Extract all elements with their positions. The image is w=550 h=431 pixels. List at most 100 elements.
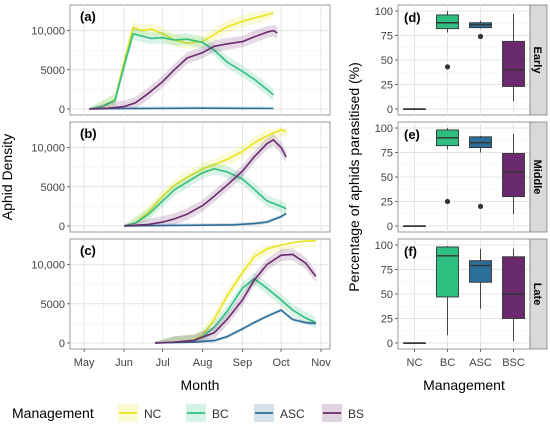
y-tick-label: 5000 [41, 182, 65, 194]
y-tick-label: 5000 [41, 299, 65, 311]
panel-c-grid [70, 239, 330, 349]
panel-d-yticks: 0 25 50 75 100 [375, 6, 398, 116]
y-tick-label: 0 [59, 104, 65, 116]
y-tick-label: 0 [59, 338, 65, 350]
panel-f-xticks: NC BC ASC BSC [407, 349, 525, 369]
right-y-axis-title: Percentage of aphids parasitised (%) [346, 62, 362, 292]
y-tick-label: 25 [381, 197, 393, 209]
left-x-axis-title: Month [181, 377, 220, 393]
x-tick-label: Jul [156, 357, 170, 369]
y-tick-label: 5000 [41, 65, 65, 77]
series-line-bs [124, 139, 287, 227]
x-tick-label: Jun [115, 357, 133, 369]
y-tick-label: 75 [381, 148, 393, 160]
x-tick-label: ASC [469, 357, 492, 369]
panel-d: (d) 0 25 50 75 100 Early [375, 4, 548, 116]
x-tick-label: Nov [311, 357, 331, 369]
panel-f-boxes [403, 245, 525, 344]
series-line-nc [123, 128, 287, 227]
outlier-bc [444, 64, 451, 70]
y-tick-label: 100 [375, 240, 393, 252]
legend: Management NC BC ASC BS [12, 404, 364, 422]
series-line-bc [123, 168, 287, 227]
box-bsc [502, 153, 525, 198]
panel-f-yticks: 0 25 50 75 100 [375, 240, 398, 350]
y-tick-label: 0 [387, 104, 393, 116]
legend-label-bc: BC [212, 407, 229, 421]
panel-f-strip-label: Late [531, 283, 543, 306]
panel-c: (c) 0 5000 10,000 May Jun Jul Aug Sep Oct Nov [31, 238, 331, 369]
y-tick-label: 75 [381, 31, 393, 43]
box-bc [436, 14, 459, 30]
panel-b-series [123, 128, 287, 227]
x-tick-label: BSC [502, 357, 525, 369]
panel-b: (b) 0 5000 10,000 [31, 121, 331, 233]
panel-a: (a) 0 5000 10,000 [31, 4, 331, 116]
series-line-bs [154, 253, 317, 344]
panel-e-yticks: 0 25 50 75 100 [375, 123, 398, 233]
box-bsc [502, 256, 525, 319]
series-ribbon-nc [124, 128, 287, 226]
x-tick-label: Sep [233, 357, 253, 369]
panel-b-frame [69, 121, 331, 233]
series-ribbon-bs [155, 248, 316, 343]
panel-b-label: (b) [80, 126, 97, 141]
x-tick-label: BC [440, 357, 455, 369]
y-tick-label: 100 [375, 123, 393, 135]
panel-b-yticks: 0 5000 10,000 [31, 143, 70, 233]
y-tick-label: 100 [375, 6, 393, 18]
series-line-bs [89, 29, 278, 110]
series-ribbon-bs [89, 24, 278, 110]
panel-d-boxes [403, 11, 525, 110]
panel-f-strip [529, 238, 548, 350]
outlier-bc [444, 198, 451, 205]
panel-d-label: (d) [404, 10, 421, 25]
series-ribbon-bc [155, 272, 316, 343]
legend-label-bs: BS [348, 407, 364, 421]
panel-c-label: (c) [80, 243, 96, 258]
panel-a-series [89, 11, 278, 110]
series-line-asc [89, 107, 274, 110]
y-tick-label: 50 [381, 55, 393, 67]
box-bsc [502, 40, 525, 87]
outlier-asc [477, 203, 484, 209]
series-line-asc [154, 309, 316, 344]
x-tick-label: May [74, 357, 95, 369]
x-tick-label: NC [407, 357, 423, 369]
y-tick-label: 50 [381, 172, 393, 184]
box-bc [436, 246, 459, 298]
panel-c-series [154, 240, 317, 344]
panel-a-label: (a) [80, 9, 96, 24]
y-tick-label: 75 [381, 265, 393, 277]
series-line-asc [124, 212, 287, 227]
panel-f: (f) 0 25 50 75 100 NC BC ASC BSC Late [375, 238, 548, 369]
y-tick-label: 25 [381, 80, 393, 92]
series-line-bc [89, 32, 274, 110]
outlier-asc [477, 33, 484, 40]
legend-items: NC BC ASC BS [118, 404, 364, 422]
series-ribbon-bs [124, 133, 287, 226]
panel-e-boxes [403, 128, 525, 227]
panel-a-frame [69, 4, 331, 116]
right-x-axis-title: Management [423, 377, 505, 393]
y-tick-label: 0 [387, 338, 393, 350]
y-tick-label: 0 [59, 221, 65, 233]
panel-a-yticks: 0 5000 10,000 [31, 26, 70, 116]
y-tick-label: 10,000 [31, 26, 65, 38]
series-ribbon-asc [124, 211, 287, 226]
panel-c-xticks: May Jun Jul Aug Sep Oct Nov [74, 349, 331, 369]
y-tick-label: 10,000 [31, 143, 65, 155]
panel-b-grid [70, 122, 330, 232]
legend-label-asc: ASC [280, 407, 305, 421]
y-tick-label: 10,000 [31, 260, 65, 272]
panel-d-strip [529, 4, 548, 116]
left-y-axis-title: Aphid Density [0, 134, 15, 220]
box-asc [469, 260, 492, 283]
panel-d-strip-label: Early [531, 47, 543, 75]
x-tick-label: Oct [273, 357, 290, 369]
y-tick-label: 50 [381, 289, 393, 301]
panel-e-strip-label: Middle [531, 160, 543, 195]
panel-e: (e) 0 25 50 75 100 Middle [375, 121, 548, 233]
panel-c-frame [69, 238, 331, 350]
